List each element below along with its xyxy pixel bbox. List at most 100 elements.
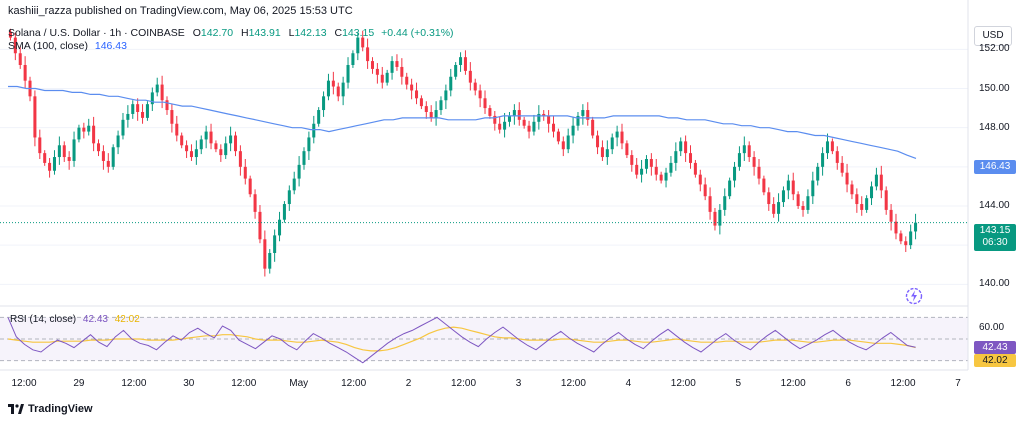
time-tick-label: 12:00 <box>231 378 257 389</box>
candle-body <box>801 206 805 210</box>
candle-body <box>904 241 908 246</box>
candle-body <box>278 219 282 236</box>
candle-body <box>23 65 27 81</box>
candle-body <box>439 100 443 111</box>
time-tick-label: 6 <box>845 378 851 389</box>
candle-body <box>248 178 252 195</box>
time-tick-label: 12:00 <box>670 378 696 389</box>
candle-body <box>728 180 732 197</box>
candle-body <box>375 68 379 75</box>
candle-body <box>405 76 409 85</box>
candle-body <box>121 119 125 136</box>
candle-body <box>87 125 91 132</box>
candle-body <box>644 159 648 169</box>
candle-body <box>811 180 815 197</box>
candle-body <box>263 239 267 269</box>
candle-body <box>82 127 86 132</box>
candle-body <box>38 137 42 154</box>
time-tick-label: 12:00 <box>451 378 477 389</box>
sma-legend: SMA (100, close) 146.43 <box>8 40 127 52</box>
candle-body <box>106 160 110 167</box>
time-tick-label: 12:00 <box>560 378 586 389</box>
time-tick-label: 12:00 <box>121 378 147 389</box>
candle-body <box>361 37 365 48</box>
candle-body <box>380 74 384 83</box>
candle-body <box>473 82 477 91</box>
candle-body <box>654 166 658 175</box>
candle-body <box>532 121 536 132</box>
high-value: 143.91 <box>248 27 281 39</box>
rsi-label: RSI (14, close) <box>10 314 77 325</box>
candle-body <box>346 65 350 83</box>
time-tick-label: 3 <box>515 378 522 389</box>
candle-body <box>478 90 482 99</box>
candle-body <box>170 110 174 124</box>
candle-body <box>126 113 130 120</box>
candle-body <box>243 166 247 179</box>
candle-body <box>747 145 751 158</box>
candle-body <box>131 104 135 114</box>
currency-button[interactable]: USD <box>974 26 1012 46</box>
candle-body <box>865 198 869 210</box>
candle-body <box>791 180 795 195</box>
candle-body <box>292 178 296 191</box>
candle-body <box>767 192 771 205</box>
time-tick-label: 30 <box>183 378 195 389</box>
candle-body <box>209 131 213 144</box>
candle-body <box>150 92 154 105</box>
candle-body <box>258 211 262 240</box>
candle-body <box>649 159 653 167</box>
time-tick-label: 5 <box>735 378 742 389</box>
candle-body <box>189 151 193 158</box>
candle-body <box>879 174 883 191</box>
candle-body <box>8 31 12 38</box>
candle-body <box>561 141 565 150</box>
time-tick-label: 12:00 <box>11 378 37 389</box>
rsi-ma-badge: 42.02 <box>974 354 1016 367</box>
candle-body <box>454 65 458 77</box>
rsi-ma-value: 42.02 <box>114 314 140 325</box>
last-price-badge: 143.15 06:30 <box>974 224 1016 251</box>
candle-body <box>326 80 330 97</box>
rsi-tick-label: 60.00 <box>979 322 1005 333</box>
candle-body <box>57 145 61 158</box>
time-tick-label: May <box>289 378 309 389</box>
candle-body <box>322 96 326 111</box>
candle-body <box>498 123 502 130</box>
candle-body <box>576 115 580 126</box>
candle-body <box>713 211 717 226</box>
candle-body <box>429 112 433 118</box>
candle-body <box>537 113 541 122</box>
candle-body <box>610 137 614 150</box>
candle-body <box>850 184 854 195</box>
lightning-icon[interactable] <box>905 287 923 305</box>
price-tick-label: 144.00 <box>979 200 1010 211</box>
close-value: 143.15 <box>342 27 375 39</box>
candle-body <box>297 164 301 179</box>
rsi-value: 42.43 <box>82 314 108 325</box>
rsi-legend: RSI (14, close) 42.43 42.02 <box>10 314 140 325</box>
price-tick-label: 152.00 <box>979 43 1010 55</box>
tradingview-brand[interactable]: TradingView <box>8 403 93 415</box>
candle-body <box>669 162 673 173</box>
candle-body <box>737 153 741 167</box>
low-value: 142.13 <box>294 27 327 39</box>
candle-body <box>136 104 140 112</box>
candle-body <box>155 84 159 93</box>
candle-body <box>180 135 184 146</box>
candle-body <box>914 222 918 232</box>
candle-body <box>415 90 419 99</box>
candle-body <box>366 47 370 62</box>
candle-body <box>370 61 375 69</box>
candle-body <box>835 151 839 163</box>
candle-body <box>742 145 746 154</box>
high-key: H <box>240 27 249 39</box>
candle-body <box>224 143 228 156</box>
candle-body <box>434 110 438 118</box>
candle-body <box>527 125 531 132</box>
tradingview-logo-icon <box>8 404 24 414</box>
candle-body <box>356 37 360 54</box>
candle-body <box>52 157 56 171</box>
price-tick-label: 150.00 <box>979 82 1010 94</box>
